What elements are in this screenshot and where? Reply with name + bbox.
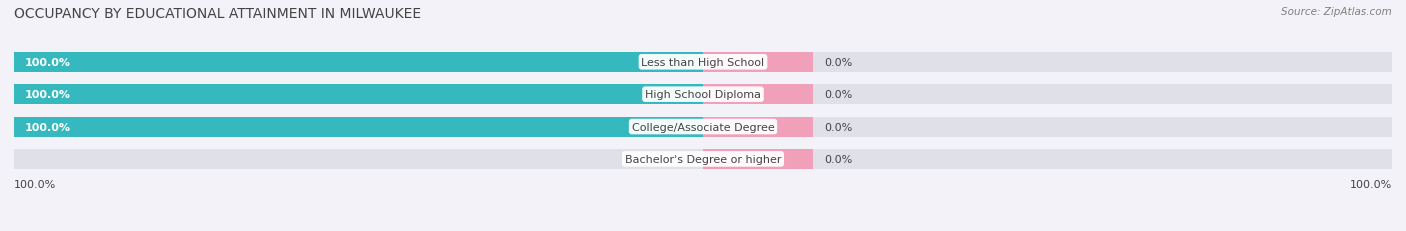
Bar: [14, 117, 703, 137]
Text: 100.0%: 100.0%: [25, 90, 72, 100]
Text: Source: ZipAtlas.com: Source: ZipAtlas.com: [1281, 7, 1392, 17]
Bar: [703, 117, 813, 137]
Bar: [703, 149, 813, 169]
Text: High School Diploma: High School Diploma: [645, 90, 761, 100]
Bar: [14, 52, 1392, 73]
Text: Bachelor's Degree or higher: Bachelor's Degree or higher: [624, 154, 782, 164]
Text: 0.0%: 0.0%: [668, 154, 696, 164]
Bar: [14, 85, 703, 105]
Text: 0.0%: 0.0%: [824, 122, 852, 132]
Bar: [14, 149, 1392, 169]
Text: College/Associate Degree: College/Associate Degree: [631, 122, 775, 132]
Bar: [14, 52, 703, 73]
Text: 100.0%: 100.0%: [1350, 179, 1392, 189]
Bar: [703, 149, 758, 169]
Bar: [703, 85, 813, 105]
Text: 100.0%: 100.0%: [25, 122, 72, 132]
Text: 100.0%: 100.0%: [25, 58, 72, 67]
Text: 0.0%: 0.0%: [824, 58, 852, 67]
Text: OCCUPANCY BY EDUCATIONAL ATTAINMENT IN MILWAUKEE: OCCUPANCY BY EDUCATIONAL ATTAINMENT IN M…: [14, 7, 422, 21]
Text: 100.0%: 100.0%: [14, 179, 56, 189]
Bar: [703, 52, 813, 73]
Bar: [14, 117, 1392, 137]
Text: 0.0%: 0.0%: [824, 154, 852, 164]
Text: 0.0%: 0.0%: [824, 90, 852, 100]
Bar: [14, 85, 1392, 105]
Text: Less than High School: Less than High School: [641, 58, 765, 67]
